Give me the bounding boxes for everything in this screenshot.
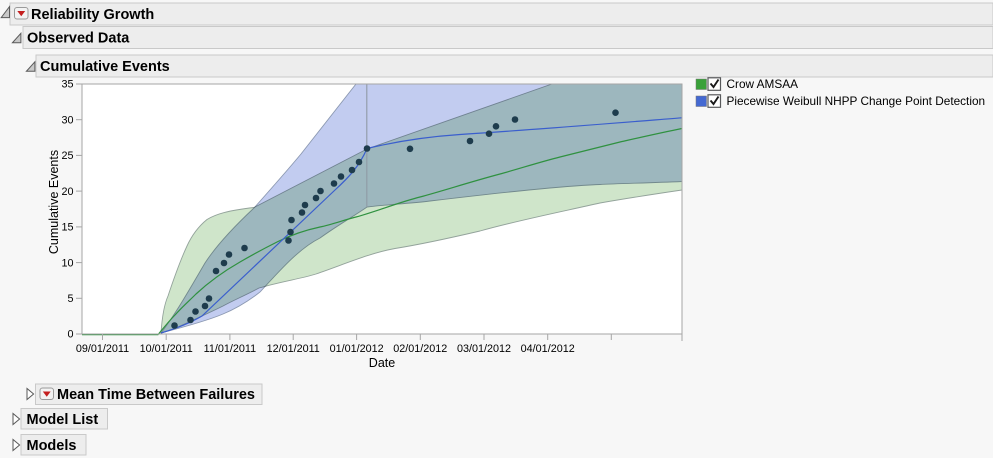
svg-text:09/01/2011: 09/01/2011 (76, 343, 129, 355)
svg-text:Observed Data: Observed Data (27, 31, 130, 47)
svg-text:12/01/2011: 12/01/2011 (267, 343, 320, 355)
svg-text:Model List: Model List (27, 412, 99, 428)
svg-text:10/01/2011: 10/01/2011 (140, 343, 193, 355)
svg-text:0: 0 (67, 329, 73, 341)
svg-text:10: 10 (61, 257, 73, 269)
svg-text:03/01/2012: 03/01/2012 (457, 343, 511, 355)
svg-text:Mean Time Between Failures: Mean Time Between Failures (57, 387, 255, 403)
svg-text:11/01/2011: 11/01/2011 (204, 343, 256, 355)
svg-text:Piecewise Weibull NHPP Change: Piecewise Weibull NHPP Change Point Dete… (727, 94, 986, 108)
svg-text:Date: Date (369, 356, 395, 370)
svg-text:20: 20 (61, 186, 73, 198)
svg-text:Reliability Growth: Reliability Growth (31, 7, 154, 23)
svg-text:35: 35 (61, 79, 73, 91)
svg-text:15: 15 (61, 222, 73, 234)
svg-text:25: 25 (61, 150, 73, 162)
svg-text:01/01/2012: 01/01/2012 (330, 343, 384, 355)
svg-text:Cumulative Events: Cumulative Events (47, 150, 61, 254)
svg-text:Crow AMSAA: Crow AMSAA (727, 77, 799, 91)
svg-text:30: 30 (61, 114, 73, 126)
svg-text:04/01/2012: 04/01/2012 (521, 343, 575, 355)
svg-text:Cumulative Events: Cumulative Events (40, 59, 170, 75)
svg-text:5: 5 (67, 293, 73, 305)
svg-text:02/01/2012: 02/01/2012 (393, 343, 447, 355)
svg-text:Models: Models (27, 438, 77, 454)
